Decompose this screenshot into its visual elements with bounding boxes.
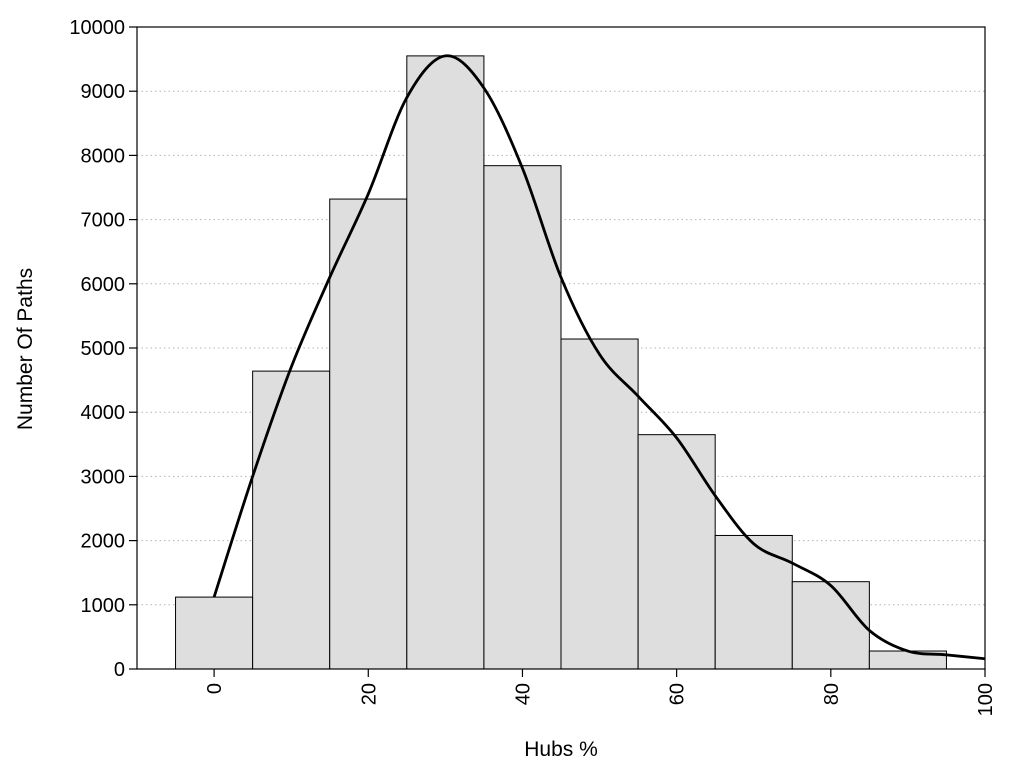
bar-series [175, 55, 947, 670]
x-tick-label: 0 [204, 683, 226, 694]
histogram-bar [637, 434, 716, 670]
y-tick-label: 5000 [81, 338, 126, 360]
y-tick-label: 4000 [81, 402, 126, 424]
histogram-bar [175, 596, 254, 670]
x-tick-label: 40 [512, 683, 534, 705]
y-axis-title: Number Of Paths [14, 268, 37, 430]
y-tick-label: 1000 [81, 595, 126, 617]
x-tick-label: 60 [667, 683, 689, 705]
x-tick-label: 100 [975, 683, 997, 716]
x-axis-title: Hubs % [524, 738, 598, 761]
histogram-bar [714, 534, 793, 670]
x-tick-label: 80 [821, 683, 843, 705]
density-curve [212, 54, 986, 661]
histogram-bar [483, 165, 562, 670]
y-tick-label: 3000 [81, 466, 126, 488]
y-tick-label: 9000 [81, 81, 126, 103]
histogram-bar [791, 581, 870, 670]
y-tick-label: 6000 [81, 274, 126, 296]
y-tick-label: 0 [114, 659, 125, 681]
histogram-bar [252, 370, 331, 670]
y-axis-ticks: 0 1000 2000 3000 4000 5000 6000 7000 8000 9000 100… [69, 17, 137, 681]
y-tick-label: 8000 [81, 145, 126, 167]
histogram-bar [406, 55, 485, 670]
y-tick-label: 10000 [69, 17, 125, 39]
x-tick-label: 20 [358, 683, 380, 705]
x-axis-ticks: 0 20 40 60 80 100 [204, 669, 997, 716]
y-tick-label: 7000 [81, 210, 126, 232]
histogram-bar [329, 198, 408, 670]
histogram-bar [560, 338, 639, 670]
y-tick-label: 2000 [81, 531, 126, 553]
